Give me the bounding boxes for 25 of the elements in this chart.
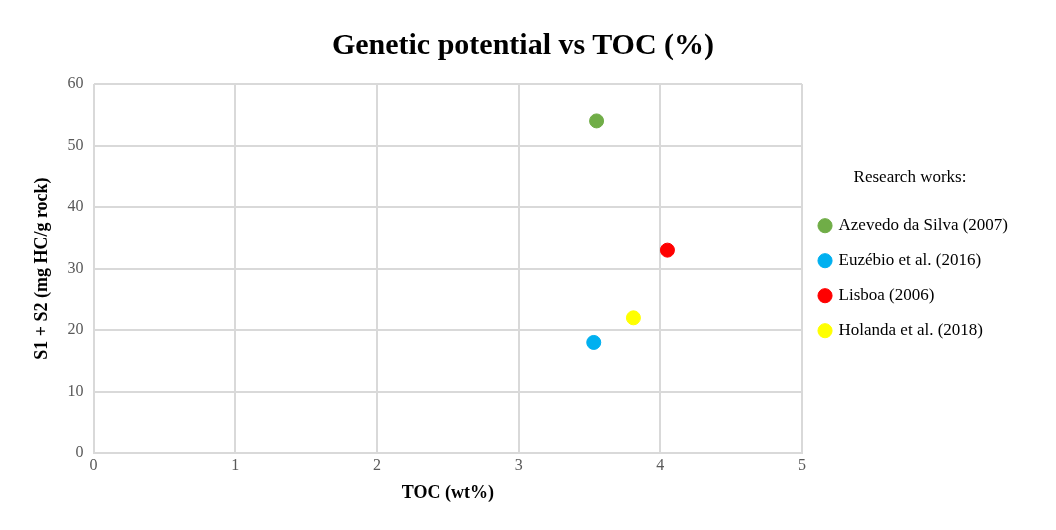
y-tick-label: 60 (67, 74, 84, 92)
point (586, 334, 602, 350)
point (625, 310, 641, 326)
legend-label: Holanda et al. (2018) (838, 320, 983, 340)
x-tick-label: 2 (372, 456, 381, 473)
y-tick-label: 0 (75, 443, 84, 461)
y-tick-label: 10 (67, 381, 84, 399)
legend-label: Azevedo da Silva (2007) (838, 215, 1009, 235)
x-tick-label: 3 (514, 456, 523, 473)
x-tick-label: 4 (656, 456, 665, 473)
point (589, 113, 605, 129)
point (659, 242, 675, 258)
x-tick-label: 0 (89, 456, 98, 473)
x-tick-label: 1 (231, 456, 240, 473)
y-axis-title: S1 + S2 (mg HC/g rock) (31, 177, 53, 360)
legend-title: Research works: (853, 166, 967, 186)
y-tick-label: 20 (67, 320, 84, 338)
legend-label: Lisboa (2006) (838, 285, 935, 305)
x-axis-title: TOC (wt%) (401, 481, 494, 503)
y-tick-label: 30 (67, 258, 84, 276)
y-tick-label: 50 (67, 135, 84, 153)
x-tick-label: 5 (798, 456, 807, 473)
y-tick-label: 40 (67, 197, 84, 215)
chart-title: Genetic potential vs TOC (%) (331, 26, 715, 61)
legend-label: Euzébio et al. (2016) (838, 250, 982, 270)
